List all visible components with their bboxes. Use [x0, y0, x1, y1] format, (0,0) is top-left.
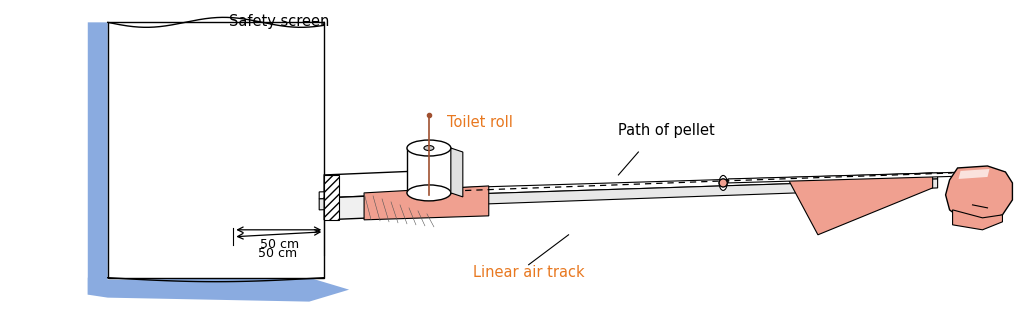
- Polygon shape: [788, 173, 931, 235]
- Text: Path of pellet: Path of pellet: [618, 123, 714, 138]
- Polygon shape: [88, 22, 108, 295]
- Polygon shape: [88, 278, 348, 302]
- Polygon shape: [945, 166, 1012, 222]
- Polygon shape: [952, 210, 1002, 230]
- Ellipse shape: [407, 140, 450, 156]
- Polygon shape: [450, 148, 463, 197]
- Polygon shape: [324, 175, 338, 220]
- Polygon shape: [364, 186, 488, 220]
- Text: 50 cm: 50 cm: [260, 238, 299, 251]
- Polygon shape: [958, 169, 988, 179]
- Text: Air gun: Air gun: [955, 184, 1008, 199]
- Polygon shape: [319, 173, 936, 199]
- Text: Linear air track: Linear air track: [473, 265, 584, 280]
- Ellipse shape: [718, 179, 727, 187]
- Polygon shape: [728, 172, 967, 183]
- Ellipse shape: [718, 179, 727, 187]
- Text: 50 cm: 50 cm: [258, 247, 297, 260]
- Polygon shape: [319, 179, 936, 210]
- Polygon shape: [324, 170, 443, 198]
- Polygon shape: [108, 22, 324, 278]
- Ellipse shape: [718, 175, 727, 190]
- Text: Toilet roll: Toilet roll: [446, 115, 513, 130]
- Text: Safety screen: Safety screen: [229, 14, 329, 29]
- Ellipse shape: [424, 145, 433, 150]
- Polygon shape: [407, 148, 450, 193]
- Polygon shape: [324, 193, 443, 220]
- Ellipse shape: [407, 185, 450, 201]
